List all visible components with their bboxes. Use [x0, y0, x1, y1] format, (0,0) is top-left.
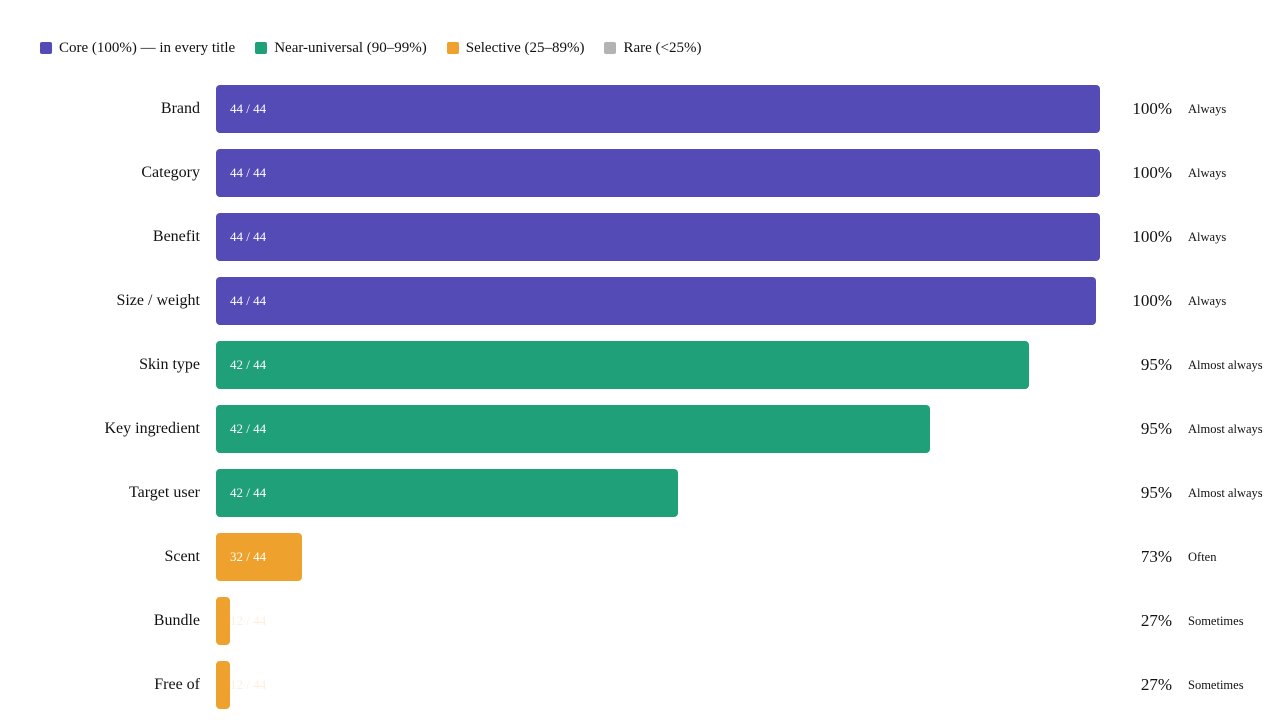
legend-item-near: Near-universal (90–99%): [255, 40, 427, 57]
category-label: Category: [141, 164, 200, 181]
category-label: Key ingredient: [104, 420, 200, 437]
percent-label: 100%: [1132, 99, 1172, 118]
bar: [216, 469, 678, 517]
percent-label: 100%: [1132, 163, 1172, 182]
legend-swatch-selective: [446, 42, 459, 54]
category-label: Scent: [164, 548, 200, 565]
legend-item-selective: Selective (25–89%): [446, 39, 585, 57]
bar-row: Bundle 12 / 44 27% Sometimes: [0, 597, 1280, 645]
frequency-label: Almost always: [1188, 422, 1263, 436]
bar-row: Target user 42 / 44 95% Almost always: [0, 469, 1280, 517]
bar: [216, 85, 1100, 133]
percent-label: 27%: [1140, 675, 1172, 694]
frequency-label: Always: [1188, 102, 1227, 116]
bar: [216, 533, 302, 581]
bar-row: Size / weight 44 / 44 100% Always: [0, 277, 1280, 325]
bar-count-label: 44 / 44: [230, 101, 267, 116]
legend-item-core: Core (100%) — in every title: [40, 40, 235, 57]
category-label: Target user: [129, 484, 200, 501]
frequency-label: Always: [1188, 230, 1227, 244]
bar: [216, 597, 230, 645]
frequency-label: Almost always: [1188, 486, 1263, 500]
legend-label-selective: Selective (25–89%): [465, 39, 585, 56]
bar: [216, 149, 1100, 197]
percent-label: 27%: [1140, 611, 1172, 630]
legend-label-rare: Rare (<25%): [623, 39, 702, 56]
bar: [216, 341, 1029, 389]
bar: [216, 405, 930, 453]
bar-count-label: 42 / 44: [230, 485, 267, 500]
chart-legend: Core (100%) — in every title Near-univers…: [40, 38, 702, 58]
legend-swatch-near: [255, 42, 268, 54]
category-label: Size / weight: [116, 292, 200, 309]
bar-row: Category 44 / 44 100% Always: [0, 149, 1280, 197]
percent-label: 95%: [1140, 419, 1172, 438]
bar-count-label: 12 / 44: [230, 613, 267, 628]
bar-count-label: 42 / 44: [230, 421, 267, 436]
bar-row: Key ingredient 42 / 44 95% Almost always: [0, 405, 1280, 453]
bar: [216, 213, 1100, 261]
bar: [216, 277, 1096, 325]
percent-label: 100%: [1132, 291, 1172, 310]
percent-label: 95%: [1140, 355, 1172, 374]
frequency-label: Always: [1188, 166, 1227, 180]
frequency-label: Often: [1188, 550, 1217, 564]
category-label: Bundle: [153, 612, 200, 629]
category-label: Brand: [160, 100, 200, 117]
bar-count-label: 44 / 44: [230, 165, 267, 180]
bar-count-label: 12 / 44: [230, 677, 267, 692]
frequency-label: Always: [1188, 294, 1227, 308]
frequency-label: Sometimes: [1188, 678, 1244, 692]
bar-row: Skin type 42 / 44 95% Almost always: [0, 341, 1280, 389]
bar-count-label: 32 / 44: [230, 549, 267, 564]
legend-label-core: Core (100%) — in every title: [59, 39, 236, 56]
category-label: Free of: [154, 676, 200, 693]
category-label: Benefit: [152, 228, 200, 245]
percent-label: 95%: [1140, 483, 1172, 502]
legend-item-rare: Rare (<25%): [604, 39, 702, 57]
bar-row: Brand 44 / 44 100% Always: [0, 85, 1280, 133]
legend-label-near: Near-universal (90–99%): [274, 39, 427, 56]
legend-swatch-rare: [604, 42, 617, 54]
frequency-label: Almost always: [1188, 358, 1263, 372]
bar-count-label: 42 / 44: [230, 357, 267, 372]
frequency-label: Sometimes: [1188, 614, 1244, 628]
percent-label: 73%: [1140, 547, 1172, 566]
bar-count-label: 44 / 44: [230, 293, 267, 308]
category-label: Skin type: [139, 356, 200, 373]
bar-row: Scent 32 / 44 73% Often: [0, 533, 1280, 581]
legend-swatch-core: [40, 42, 52, 54]
bar: [216, 661, 230, 709]
bar-count-label: 44 / 44: [230, 229, 267, 244]
percent-label: 100%: [1132, 227, 1172, 246]
bar-row: Benefit 44 / 44 100% Always: [0, 213, 1280, 261]
bar-row: Free of 12 / 44 27% Sometimes: [0, 661, 1280, 709]
